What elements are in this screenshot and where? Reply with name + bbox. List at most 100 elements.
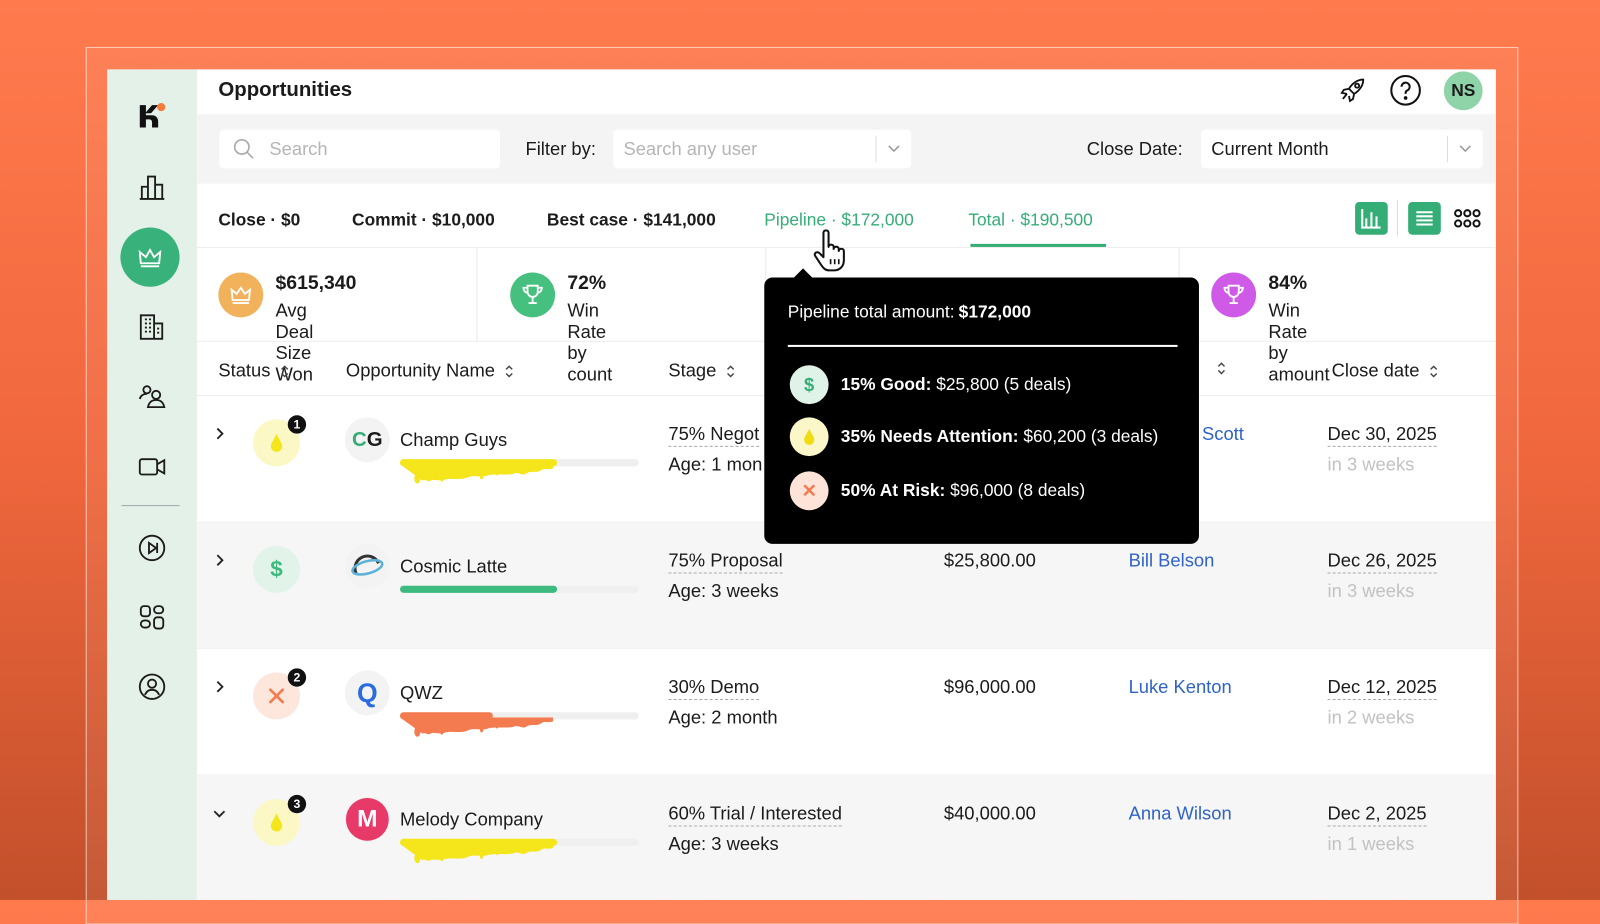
column-opportunity-name[interactable]: Opportunity Name [346, 360, 514, 381]
status-indicator[interactable]: $ [253, 545, 300, 593]
age: Age: 2 month [668, 707, 778, 728]
health-progress-bar [399, 838, 639, 864]
stage[interactable]: 60% Trial / Interested [668, 803, 842, 827]
stage[interactable]: 30% Demo [668, 677, 760, 700]
age: Age: 1 mon [668, 454, 763, 475]
kpi-value: $615,340 [275, 272, 357, 294]
tooltip-title-label: Pipeline total amount: [787, 302, 955, 322]
tab-pipeline[interactable]: Pipeline · $172,000 [764, 210, 914, 230]
close-date-select[interactable]: Current Month [1201, 129, 1483, 169]
page-title: Opportunities [218, 78, 353, 102]
close-date-relative: in 3 weeks [1327, 454, 1415, 475]
sort-icon [726, 363, 736, 379]
crown-icon [218, 272, 264, 318]
tooltip-title: Pipeline total amount: $172,000 [788, 302, 1031, 322]
column-owner-sort[interactable] [1207, 360, 1226, 376]
x-icon [269, 688, 284, 704]
drip-decoration [399, 717, 554, 737]
sidebar-item-contacts[interactable] [132, 376, 173, 417]
owner-link[interactable]: Scott [1202, 423, 1244, 444]
tab-best-case[interactable]: Best case · $141,000 [546, 210, 716, 230]
bar-chart-icon [1361, 209, 1381, 229]
sidebar-item-opportunities[interactable] [120, 227, 180, 287]
opportunity-name[interactable]: Melody Company [399, 809, 543, 830]
user-avatar[interactable]: NS [1443, 71, 1483, 111]
status-indicator[interactable] [253, 419, 300, 467]
opportunity-name[interactable]: Cosmic Latte [399, 556, 508, 577]
expand-row-button[interactable] [212, 553, 226, 567]
close-date[interactable]: Dec 30, 2025 [1327, 423, 1437, 447]
sort-icon [1216, 360, 1226, 376]
amount: $96,000.00 [943, 676, 1036, 697]
sidebar-item-apps[interactable] [132, 597, 173, 638]
tab-close[interactable]: Close · $0 [218, 210, 301, 230]
close-date[interactable]: Dec 26, 2025 [1327, 550, 1437, 574]
user-filter-placeholder: Search any user [623, 138, 758, 159]
user-filter-select[interactable]: Search any user [613, 129, 912, 169]
status-count-badge: 1 [287, 415, 307, 434]
owner-link[interactable]: Bill Belson [1128, 549, 1215, 571]
table-row[interactable]: 3 M Melody Company 60% Trial / Intereste… [196, 775, 1496, 900]
grid-view-button[interactable] [1451, 202, 1484, 235]
table-row[interactable]: 2 Q QWZ 30% Demo Age: 2 month $96,000.00… [196, 649, 1496, 776]
sidebar-item-recordings[interactable] [132, 528, 173, 569]
kpi-value: 84% [1268, 272, 1308, 294]
collapse-row-button[interactable] [212, 806, 226, 820]
column-status[interactable]: Status [218, 360, 289, 381]
sidebar-item-profile[interactable] [132, 666, 173, 707]
search-placeholder: Search [269, 138, 328, 159]
opportunity-name[interactable]: Champ Guys [399, 429, 508, 450]
tooltip-item-risk: ✕ 50% At Risk: $96,000 (8 deals) [789, 471, 1085, 511]
play-circle-icon [138, 534, 166, 562]
tab-commit[interactable]: Commit · $10,000 [352, 210, 495, 230]
sidebar-item-dashboard[interactable] [132, 166, 173, 207]
video-icon [138, 458, 166, 476]
tooltip-item-value: $60,200 (3 deals) [1023, 426, 1159, 446]
close-date-relative: in 2 weeks [1327, 707, 1415, 728]
app-window: Opportunities NS Search Filter by: Searc… [107, 69, 1496, 900]
owner-link[interactable]: Anna Wilson [1128, 803, 1232, 824]
list-view-button[interactable] [1408, 202, 1441, 235]
column-label: Opportunity Name [345, 360, 495, 381]
company-logo: M [344, 796, 390, 842]
main-content: Opportunities NS Search Filter by: Searc… [196, 69, 1496, 900]
close-date[interactable]: Dec 2, 2025 [1327, 803, 1427, 827]
stage[interactable]: 75% Proposal [668, 550, 783, 574]
health-progress-bar [399, 585, 639, 593]
column-stage[interactable]: Stage [668, 360, 735, 381]
opportunity-name[interactable]: QWZ [399, 682, 443, 704]
stage[interactable]: 75% Negot [668, 423, 760, 447]
bar-chart-icon [139, 175, 165, 200]
close-date-relative: in 1 weeks [1327, 833, 1415, 855]
column-label: Stage [668, 360, 717, 381]
help-icon[interactable] [1390, 74, 1422, 106]
sidebar-item-meetings[interactable] [132, 446, 173, 487]
column-close-date[interactable]: Close date [1332, 360, 1439, 381]
close-date-relative: in 3 weeks [1327, 580, 1415, 602]
tooltip-item-label: 35% Needs Attention: [840, 426, 1019, 446]
sidebar-item-companies[interactable] [132, 306, 173, 347]
column-label: Close date [1331, 360, 1420, 381]
owner-link[interactable]: Luke Kenton [1128, 676, 1232, 697]
expand-row-button[interactable] [212, 680, 226, 694]
x-icon: ✕ [789, 471, 829, 511]
chart-view-button[interactable] [1355, 202, 1388, 235]
status-indicator[interactable] [253, 672, 300, 720]
column-label: Status [218, 360, 271, 381]
trophy-icon [1211, 272, 1257, 318]
rocket-icon[interactable] [1338, 74, 1369, 105]
tooltip-item-value: $25,800 (5 deals) [936, 374, 1072, 394]
drop-icon [270, 813, 283, 832]
expand-row-button[interactable] [212, 427, 226, 441]
grid-icon [1454, 209, 1481, 228]
close-date[interactable]: Dec 12, 2025 [1327, 677, 1437, 700]
company-logo: Q [344, 670, 390, 716]
table-row[interactable]: $ Cosmic Latte 75% Proposal Age: 3 weeks… [196, 522, 1496, 649]
close-date-label: Close Date: [1086, 138, 1183, 160]
kpi-label: Win Rate by count [567, 299, 613, 385]
search-input[interactable]: Search [219, 129, 500, 169]
tab-total[interactable]: Total · $190,500 [968, 210, 1093, 230]
app-logo[interactable] [132, 96, 173, 137]
filter-by-label: Filter by: [525, 138, 596, 160]
